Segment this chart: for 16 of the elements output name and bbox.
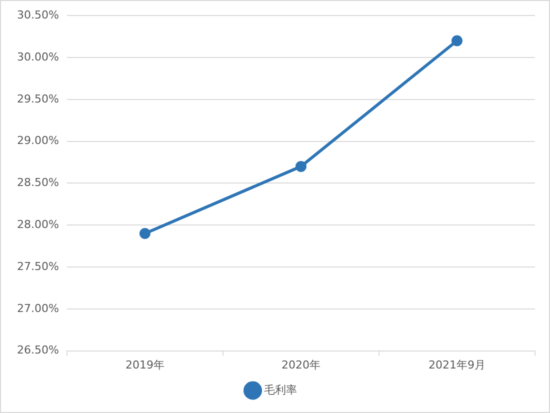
y-tick-label: 29.00% (16, 134, 59, 148)
x-tick-label: 2019年 (125, 358, 164, 372)
y-tick-label: 29.50% (16, 92, 59, 106)
legend-label: 毛利率 (264, 383, 297, 396)
y-tick-label: 27.50% (16, 260, 59, 273)
point (451, 35, 462, 46)
x-tick-label: 2021年9月 (428, 358, 486, 372)
y-tick-label: 30.00% (16, 50, 59, 64)
y-tick-label: 27.00% (16, 302, 59, 315)
x-tick-label: 2020年 (281, 358, 320, 372)
y-tick-label: 28.50% (16, 176, 59, 190)
point (139, 228, 150, 239)
point (295, 160, 306, 172)
y-tick-label: 28.00% (16, 218, 59, 231)
y-tick-label: 30.50% (16, 8, 59, 22)
y-tick-label: 26.50% (16, 344, 59, 357)
